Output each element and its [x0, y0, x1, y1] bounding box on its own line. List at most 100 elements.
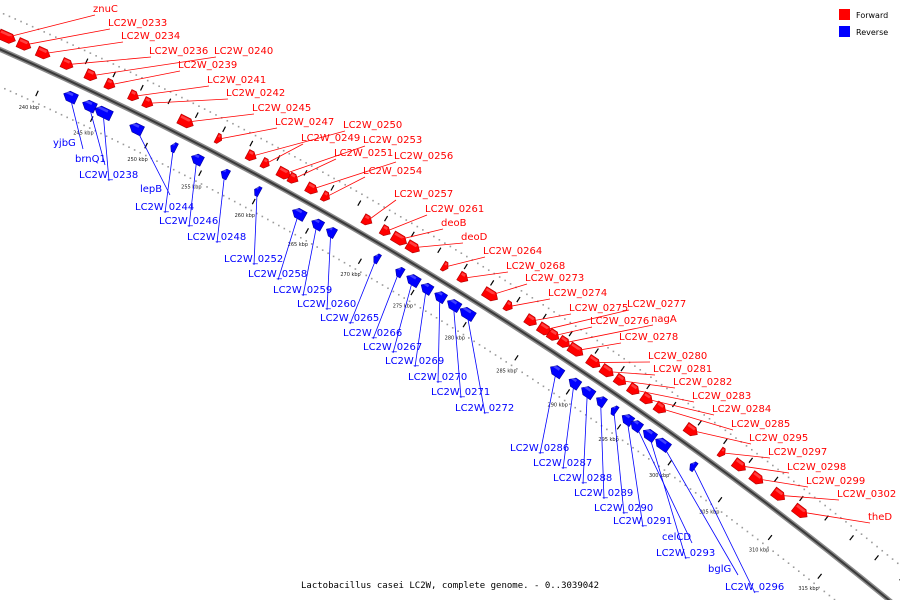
gene-label[interactable]: LC2W_0299 [806, 476, 865, 487]
gene-label[interactable]: LC2W_0276 [590, 316, 649, 327]
gene-arrow[interactable] [639, 391, 656, 407]
gene-arrow[interactable] [404, 272, 422, 289]
gene-arrow[interactable] [189, 152, 205, 167]
gene-label[interactable]: LC2W_0250 [343, 120, 402, 131]
gene-arrow[interactable] [579, 384, 597, 401]
gene-arrow[interactable] [319, 190, 332, 204]
gene-label[interactable]: LC2W_0273 [525, 273, 584, 284]
gene-label[interactable]: LC2W_0248 [187, 232, 246, 243]
gene-arrow[interactable] [259, 157, 272, 170]
gene-arrow[interactable] [556, 334, 573, 350]
gene-label[interactable]: LC2W_0265 [320, 313, 379, 324]
gene-label[interactable]: LC2W_0256 [394, 151, 453, 162]
gene-arrow[interactable] [445, 297, 463, 314]
gene-label[interactable]: LC2W_0261 [425, 204, 484, 215]
gene-arrow[interactable] [34, 45, 52, 61]
gene-arrow[interactable] [286, 171, 301, 186]
gene-label[interactable]: LC2W_0267 [363, 342, 422, 353]
gene-label[interactable]: deoB [441, 218, 467, 229]
gene-label[interactable]: LC2W_0278 [619, 332, 678, 343]
gene-label[interactable]: LC2W_0239 [178, 60, 237, 71]
gene-label[interactable]: LC2W_0268 [506, 261, 565, 272]
gene-arrow[interactable] [790, 502, 810, 521]
gene-arrow[interactable] [219, 167, 231, 181]
gene-label[interactable]: LC2W_0296 [725, 582, 784, 593]
gene-arrow[interactable] [439, 260, 450, 273]
gene-label[interactable]: LC2W_0249 [301, 133, 360, 144]
gene-label[interactable]: LC2W_0283 [692, 391, 751, 402]
gene-label[interactable]: LC2W_0282 [673, 377, 732, 388]
gene-label[interactable]: lepB [140, 184, 162, 195]
gene-label[interactable]: LC2W_0280 [648, 351, 707, 362]
gene-label[interactable]: LC2W_0291 [613, 516, 672, 527]
gene-label[interactable]: LC2W_0286 [510, 443, 569, 454]
gene-arrow[interactable] [730, 457, 748, 474]
gene-label[interactable]: LC2W_0272 [455, 403, 514, 414]
gene-arrow[interactable] [566, 341, 586, 359]
gene-label[interactable]: LC2W_0295 [749, 433, 808, 444]
gene-arrow[interactable] [566, 375, 583, 391]
gene-label[interactable]: LC2W_0253 [363, 135, 422, 146]
gene-arrow[interactable] [456, 270, 471, 285]
gene-label[interactable]: theD [868, 512, 892, 523]
gene-arrow[interactable] [244, 149, 259, 163]
gene-label[interactable]: nagA [651, 314, 677, 325]
gene-arrow[interactable] [141, 96, 155, 110]
gene-arrow[interactable] [378, 224, 393, 238]
gene-label[interactable]: LC2W_0264 [483, 246, 542, 257]
gene-label[interactable]: LC2W_0240 [214, 46, 273, 57]
gene-arrow[interactable] [545, 327, 562, 343]
gene-label[interactable]: LC2W_0246 [159, 216, 218, 227]
gene-label[interactable]: LC2W_0260 [297, 299, 356, 310]
gene-label[interactable]: LC2W_0269 [385, 356, 444, 367]
gene-arrow[interactable] [103, 77, 117, 91]
gene-arrow[interactable] [83, 68, 99, 83]
gene-arrow[interactable] [304, 181, 320, 197]
gene-label[interactable]: LC2W_0289 [574, 488, 633, 499]
gene-label[interactable]: LC2W_0274 [548, 288, 607, 299]
gene-arrow[interactable] [716, 446, 728, 459]
gene-arrow[interactable] [457, 305, 477, 323]
gene-arrow[interactable] [480, 286, 500, 304]
gene-arrow[interactable] [640, 426, 659, 444]
gene-arrow[interactable] [389, 230, 409, 248]
gene-arrow[interactable] [0, 28, 17, 45]
gene-arrow[interactable] [682, 421, 700, 438]
gene-arrow[interactable] [15, 37, 33, 53]
gene-arrow[interactable] [360, 213, 375, 228]
gene-arrow[interactable] [594, 394, 608, 409]
gene-label[interactable]: brnQ1 [75, 154, 106, 165]
gene-arrow[interactable] [548, 363, 566, 380]
gene-label[interactable]: LC2W_0297 [768, 447, 827, 458]
gene-arrow[interactable] [619, 412, 636, 428]
gene-label[interactable]: LC2W_0257 [394, 189, 453, 200]
gene-label[interactable]: LC2W_0284 [712, 404, 771, 415]
gene-arrow[interactable] [93, 104, 114, 122]
gene-label[interactable]: LC2W_0287 [533, 458, 592, 469]
gene-arrow[interactable] [612, 372, 629, 388]
gene-label[interactable]: LC2W_0251 [334, 148, 393, 159]
gene-label[interactable]: LC2W_0242 [226, 88, 285, 99]
gene-label[interactable]: LC2W_0277 [627, 299, 686, 310]
gene-label[interactable]: bglG [708, 564, 731, 575]
gene-label[interactable]: LC2W_0245 [252, 103, 311, 114]
gene-label[interactable]: LC2W_0258 [248, 269, 307, 280]
gene-label[interactable]: LC2W_0234 [121, 31, 180, 42]
gene-arrow[interactable] [419, 281, 435, 296]
gene-label[interactable]: LC2W_0244 [135, 202, 194, 213]
gene-label[interactable]: yjbG [53, 138, 76, 149]
gene-label[interactable]: LC2W_0270 [408, 372, 467, 383]
gene-arrow[interactable] [535, 321, 553, 338]
gene-label[interactable]: LC2W_0259 [273, 285, 332, 296]
gene-arrow[interactable] [432, 289, 449, 305]
gene-label[interactable]: LC2W_0288 [553, 473, 612, 484]
gene-label[interactable]: LC2W_0254 [363, 166, 422, 177]
gene-arrow[interactable] [128, 121, 145, 137]
gene-arrow[interactable] [523, 313, 540, 329]
gene-label[interactable]: LC2W_0241 [207, 75, 266, 86]
gene-label[interactable]: LC2W_0271 [431, 387, 490, 398]
gene-arrow[interactable] [176, 113, 196, 130]
gene-arrow[interactable] [59, 57, 75, 72]
gene-arrow[interactable] [502, 299, 515, 313]
gene-label[interactable]: LC2W_0298 [787, 462, 846, 473]
